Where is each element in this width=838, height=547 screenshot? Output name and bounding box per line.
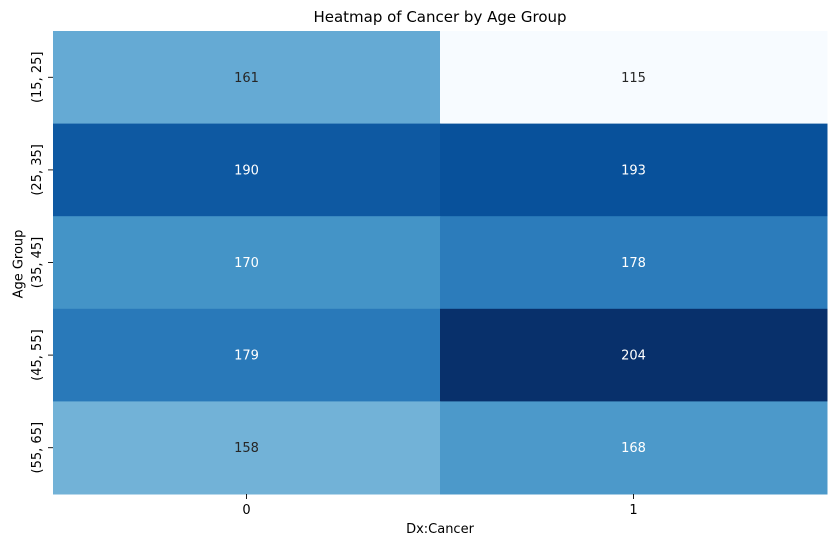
y-tick-label: (25, 35]	[30, 144, 45, 196]
cell-value-label: 193	[621, 163, 646, 178]
cell-value-label: 115	[621, 71, 646, 86]
cell-value-label: 158	[234, 441, 259, 456]
y-axis-label: Age Group	[11, 229, 27, 299]
heatmap-cell	[440, 31, 828, 125]
cell-value-label: 190	[234, 163, 259, 178]
y-tick-label: (15, 25]	[30, 52, 45, 104]
x-tick-label: 0	[242, 503, 250, 518]
x-tick-label: 1	[629, 503, 637, 518]
cell-value-label: 179	[234, 349, 259, 364]
heatmap-cell	[53, 401, 441, 495]
heatmap-cell	[53, 216, 441, 310]
chart-title: Heatmap of Cancer by Age Group	[313, 8, 567, 26]
cell-value-label: 168	[621, 441, 646, 456]
heatmap-cell	[440, 216, 828, 310]
heatmap-cell	[440, 123, 828, 217]
y-tick-label: (45, 55]	[30, 329, 45, 381]
heatmap-cell	[53, 31, 441, 125]
x-axis-label: Dx:Cancer	[406, 522, 474, 537]
y-tick-label: (35, 45]	[30, 237, 45, 289]
y-tick-label: (55, 65]	[30, 422, 45, 474]
cell-value-label: 170	[234, 256, 259, 271]
cell-value-label: 204	[621, 349, 646, 364]
heatmap-cell	[53, 308, 441, 402]
cell-value-label: 161	[234, 71, 259, 86]
heatmap-cell	[440, 308, 828, 402]
heatmap-cell	[440, 401, 828, 495]
heatmap-cell	[53, 123, 441, 217]
cell-value-label: 178	[621, 256, 646, 271]
